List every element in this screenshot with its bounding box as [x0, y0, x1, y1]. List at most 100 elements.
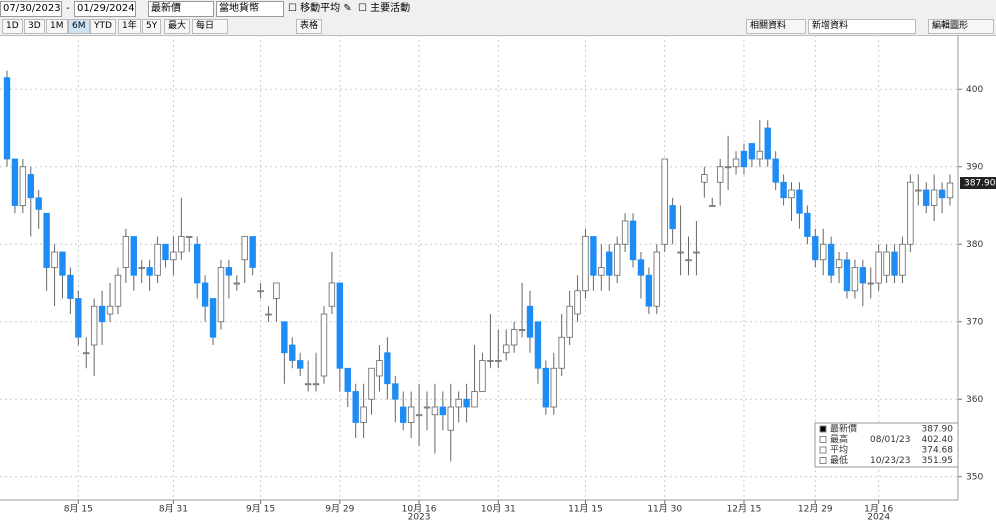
- candle-body: [772, 158, 779, 183]
- candle-body: [748, 143, 756, 160]
- range-button[interactable]: 1M: [46, 19, 68, 34]
- add-data[interactable]: 新增資料: [808, 19, 916, 34]
- candle-body: [487, 360, 494, 362]
- candle-body: [27, 174, 34, 199]
- candle-body: [835, 259, 843, 268]
- candle-body: [122, 236, 130, 268]
- y-tick-label: 380: [966, 240, 983, 250]
- edit-chart[interactable]: 編輯圖形: [928, 19, 994, 34]
- candle-body: [653, 251, 660, 307]
- x-year-label: 2023: [408, 513, 431, 520]
- candle-body: [312, 383, 320, 386]
- stats-value: 374.68: [922, 446, 954, 456]
- stats-label: 最低: [830, 454, 848, 466]
- last-price-label: 387.90: [964, 179, 996, 189]
- candle-body: [724, 166, 732, 169]
- x-tick-label: 10月 16: [402, 504, 437, 515]
- candle-body: [471, 391, 478, 408]
- candle-body: [98, 305, 106, 323]
- range-button[interactable]: 6M: [68, 19, 90, 34]
- candle-body: [289, 344, 296, 361]
- candle-body: [225, 267, 233, 276]
- stats-marker: [819, 457, 827, 464]
- candle-body: [701, 174, 708, 183]
- candle-body: [740, 150, 748, 168]
- candle-body: [146, 267, 153, 276]
- candle-body: [193, 243, 201, 284]
- candle-body: [590, 236, 597, 276]
- stats-label: 最高: [830, 433, 848, 445]
- price-select[interactable]: 最新價: [148, 1, 214, 17]
- candle-body: [439, 406, 447, 416]
- candle-body: [780, 181, 787, 199]
- candle-body: [732, 158, 740, 168]
- stats-label: 最新價: [830, 423, 857, 435]
- candle-body: [693, 251, 700, 254]
- candle-body: [407, 406, 415, 423]
- checkbox-events[interactable]: ☐ 主要活動: [358, 3, 411, 14]
- candle-body: [669, 205, 676, 230]
- candle-body: [162, 243, 169, 261]
- candle-body: [431, 406, 439, 416]
- candle-body: [606, 251, 613, 276]
- stats-value: 351.95: [922, 456, 954, 466]
- candle-body: [859, 267, 867, 284]
- x-year-label: 2024: [867, 513, 890, 520]
- candle-body: [297, 360, 304, 369]
- candle-body: [637, 259, 645, 276]
- y-tick-label: 350: [966, 472, 983, 482]
- candle-body: [154, 243, 161, 276]
- range-button[interactable]: 1D: [2, 19, 23, 34]
- candle-body: [178, 236, 185, 253]
- candle-body: [915, 189, 922, 192]
- candle-body: [558, 336, 565, 369]
- candle-body: [415, 414, 423, 417]
- range-button[interactable]: YTD: [90, 19, 116, 34]
- candle-body: [376, 360, 383, 377]
- candle-body: [352, 391, 359, 423]
- candle-body: [510, 329, 518, 346]
- frequency-select[interactable]: 每日: [192, 19, 228, 34]
- x-tick-label: 8月 31: [159, 504, 188, 515]
- candle-body: [328, 282, 336, 307]
- candle-body: [613, 243, 621, 276]
- range-button[interactable]: 5Y: [142, 19, 162, 34]
- candle-body: [273, 282, 280, 299]
- candle-body: [281, 321, 288, 354]
- candle-body: [479, 360, 486, 392]
- candle-body: [463, 398, 470, 408]
- candle-body: [883, 251, 890, 276]
- candle-body: [621, 220, 629, 245]
- candle-body: [455, 398, 462, 408]
- table-button[interactable]: 表格: [296, 19, 323, 34]
- stats-label: 平均: [830, 444, 848, 456]
- candle-body: [503, 344, 510, 354]
- checkbox-ma[interactable]: ☐ 移動平均 ✎: [288, 3, 352, 14]
- x-tick-label: 11月 15: [568, 504, 603, 515]
- candle-body: [685, 259, 692, 262]
- candle-body: [709, 205, 716, 207]
- candle-body: [550, 367, 557, 408]
- candle-body: [368, 367, 375, 400]
- candle-body: [67, 274, 74, 299]
- candle-body: [764, 127, 771, 160]
- range-button[interactable]: 最大: [164, 19, 191, 34]
- related-button[interactable]: 相關資料: [746, 19, 806, 34]
- candle-body: [201, 282, 209, 307]
- currency-select[interactable]: 當地貨幣: [216, 1, 284, 17]
- range-button[interactable]: 3D: [24, 19, 45, 34]
- start-date[interactable]: 07/30/2023: [0, 1, 62, 17]
- range-button[interactable]: 1年: [118, 19, 141, 34]
- candle-body: [75, 298, 82, 338]
- toolbar: 07/30/2023 - 01/29/2024 最新價 當地貨幣 ☐ 移動平均 …: [0, 0, 996, 36]
- candle-body: [130, 236, 137, 276]
- candle-body: [257, 290, 264, 293]
- end-date[interactable]: 01/29/2024: [74, 1, 136, 17]
- stats-marker: [819, 446, 827, 454]
- candle-body: [899, 243, 906, 276]
- stats-box: [814, 422, 959, 468]
- candle-body: [820, 243, 827, 261]
- candle-body: [344, 367, 351, 392]
- candle-body: [106, 305, 114, 315]
